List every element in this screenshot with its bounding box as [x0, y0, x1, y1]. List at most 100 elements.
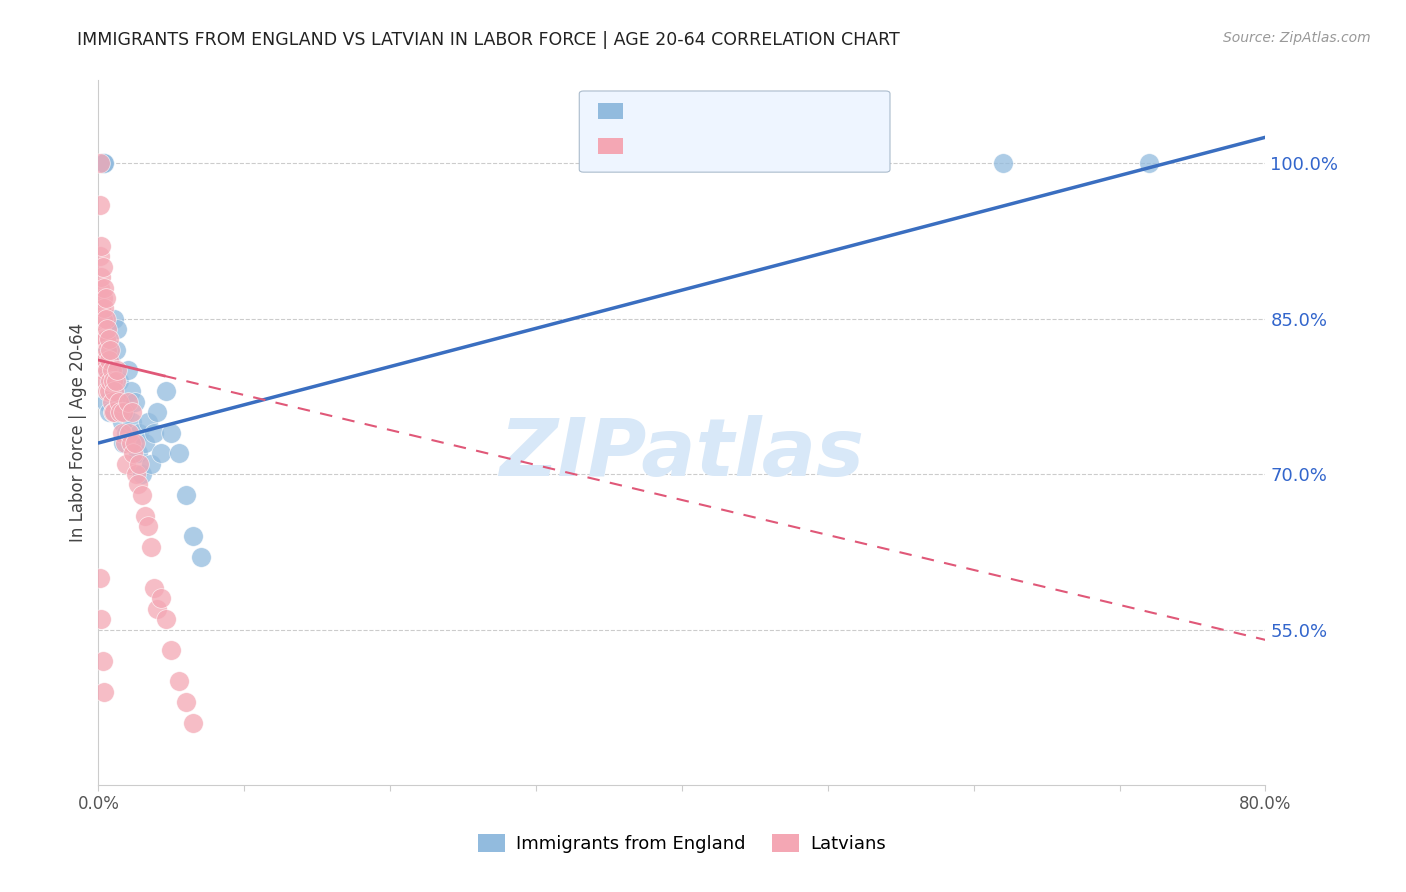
Point	[91, 363, 114, 377]
Point	[96, 343, 118, 357]
Point	[98, 374, 121, 388]
Point	[150, 591, 173, 606]
Point	[115, 425, 138, 440]
Point	[91, 156, 114, 170]
Point	[94, 353, 117, 368]
Point	[128, 457, 150, 471]
Point	[94, 332, 117, 346]
Point	[91, 311, 114, 326]
Point	[174, 488, 197, 502]
Point	[94, 311, 117, 326]
Point	[97, 374, 120, 388]
Point	[155, 612, 177, 626]
Point	[111, 425, 134, 440]
Point	[89, 280, 111, 294]
Legend: Immigrants from England, Latvians: Immigrants from England, Latvians	[471, 827, 893, 861]
Point	[97, 405, 120, 419]
Point	[89, 571, 111, 585]
Point	[94, 332, 117, 346]
Point	[131, 467, 153, 481]
Point	[96, 322, 118, 336]
Point	[110, 394, 132, 409]
Point	[146, 405, 169, 419]
Text: N = 45: N = 45	[783, 110, 848, 128]
Point	[1137, 156, 1160, 170]
Point	[93, 301, 115, 316]
Point	[105, 322, 128, 336]
Point	[93, 156, 115, 170]
Point	[101, 363, 124, 377]
Point	[90, 270, 112, 285]
Point	[155, 384, 177, 399]
Point	[112, 436, 135, 450]
Point	[118, 425, 141, 440]
Text: R = -0.078: R = -0.078	[630, 145, 738, 163]
Point	[114, 436, 136, 450]
Point	[89, 197, 111, 211]
Point	[112, 405, 135, 419]
Point	[104, 374, 127, 388]
Point	[97, 353, 120, 368]
Point	[115, 457, 138, 471]
Point	[100, 394, 122, 409]
Point	[101, 405, 124, 419]
Point	[136, 519, 159, 533]
Point	[142, 581, 165, 595]
Point	[128, 425, 150, 440]
Point	[991, 156, 1014, 170]
Point	[97, 384, 120, 399]
Point	[94, 374, 117, 388]
Text: N = 70: N = 70	[783, 145, 848, 163]
Point	[90, 301, 112, 316]
Point	[174, 695, 197, 709]
Point	[93, 156, 115, 170]
Point	[89, 250, 111, 264]
Point	[150, 446, 173, 460]
Point	[134, 508, 156, 523]
Point	[91, 654, 114, 668]
Point	[90, 353, 112, 368]
Point	[125, 467, 148, 481]
Point	[121, 405, 143, 419]
Point	[111, 415, 134, 429]
Point	[134, 436, 156, 450]
Point	[167, 446, 190, 460]
Text: ZIPatlas: ZIPatlas	[499, 415, 865, 492]
Point	[93, 280, 115, 294]
Point	[127, 477, 149, 491]
Point	[136, 415, 159, 429]
Point	[97, 332, 120, 346]
Point	[91, 156, 114, 170]
Point	[114, 405, 136, 419]
Text: IMMIGRANTS FROM ENGLAND VS LATVIAN IN LABOR FORCE | AGE 20-64 CORRELATION CHART: IMMIGRANTS FROM ENGLAND VS LATVIAN IN LA…	[77, 31, 900, 49]
Point	[90, 612, 112, 626]
Point	[103, 384, 125, 399]
Point	[100, 384, 122, 399]
Point	[94, 363, 117, 377]
Point	[91, 291, 114, 305]
Point	[160, 643, 183, 657]
Point	[105, 363, 128, 377]
Point	[91, 156, 114, 170]
Text: R =  0.514: R = 0.514	[630, 110, 738, 128]
Point	[181, 715, 204, 730]
Point	[139, 457, 162, 471]
Point	[124, 436, 146, 450]
Point	[190, 549, 212, 564]
Point	[120, 436, 142, 450]
Point	[117, 394, 139, 409]
Point	[103, 405, 125, 419]
Point	[96, 363, 118, 377]
Point	[110, 405, 132, 419]
Point	[98, 343, 121, 357]
Point	[91, 332, 114, 346]
Point	[96, 343, 118, 357]
Point	[108, 374, 131, 388]
Point	[101, 374, 124, 388]
Point	[139, 540, 162, 554]
Point	[146, 602, 169, 616]
Text: Source: ZipAtlas.com: Source: ZipAtlas.com	[1223, 31, 1371, 45]
Point	[121, 415, 143, 429]
Point	[122, 446, 145, 460]
Point	[94, 394, 117, 409]
